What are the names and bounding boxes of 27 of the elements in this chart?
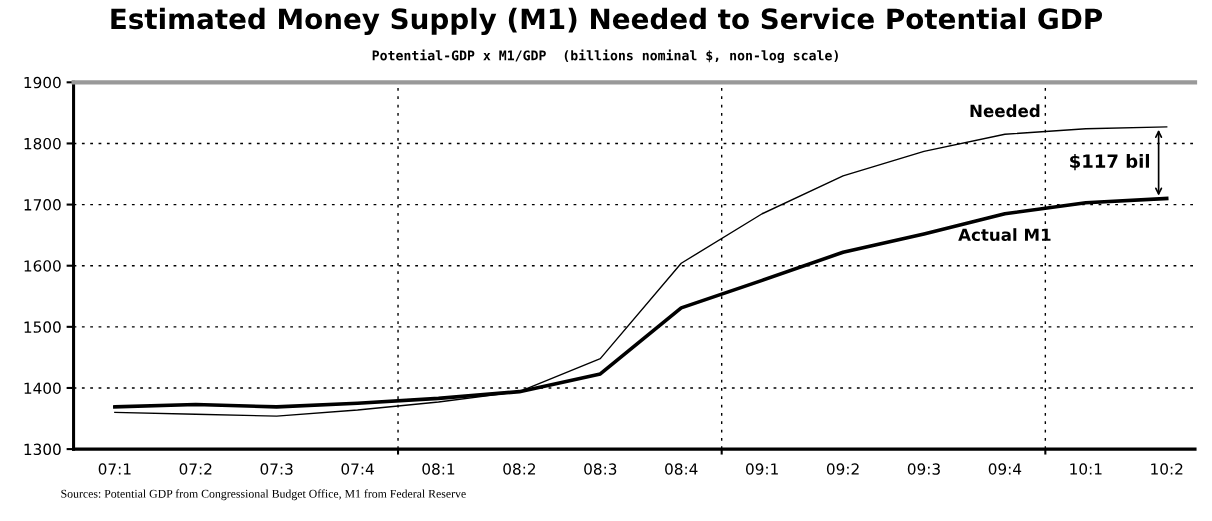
x-tick-label: 08:3 [584, 463, 617, 475]
annotation: $117 bil [1070, 153, 1150, 171]
x-tick-label: 09:3 [907, 463, 940, 475]
y-tick-label: 1400 [24, 382, 61, 394]
series-label: Needed [970, 104, 1040, 118]
x-tick-label: 09:4 [988, 463, 1022, 475]
series-label: Actual M1 [958, 228, 1051, 242]
y-tick-label: 1500 [24, 321, 61, 333]
source-note: Sources: Potential GDP from Congressional Budget Office, M1 from Federal Reserve [61, 489, 466, 501]
chart-title: Estimated Money Supply (M1) Needed to Service Potential GDP [111, 7, 1103, 35]
y-tick-label: 1300 [24, 443, 61, 456]
y-tick-label: 1900 [24, 76, 61, 89]
x-tick-label: 09:1 [746, 463, 778, 475]
chart-subtitle: Potential-GDP x M1/GDP (billions nominal $, non-log scale) [372, 49, 838, 63]
x-tick-label: 07:2 [179, 463, 212, 475]
y-tick-label: 1700 [24, 199, 61, 211]
y-tick-label: 1800 [24, 137, 61, 150]
x-tick-label: 10:2 [1151, 463, 1183, 475]
x-tick-label: 10:1 [1070, 463, 1102, 475]
x-tick-label: 08:1 [422, 463, 455, 475]
x-tick-label: 08:2 [503, 463, 536, 475]
x-tick-label: 07:4 [341, 463, 374, 475]
x-tick-label: 09:2 [826, 463, 859, 475]
x-tick-label: 08:4 [665, 463, 698, 475]
x-tick-label: 07:1 [98, 463, 131, 475]
x-tick-label: 07:3 [260, 463, 293, 475]
y-tick-label: 1600 [24, 260, 61, 272]
